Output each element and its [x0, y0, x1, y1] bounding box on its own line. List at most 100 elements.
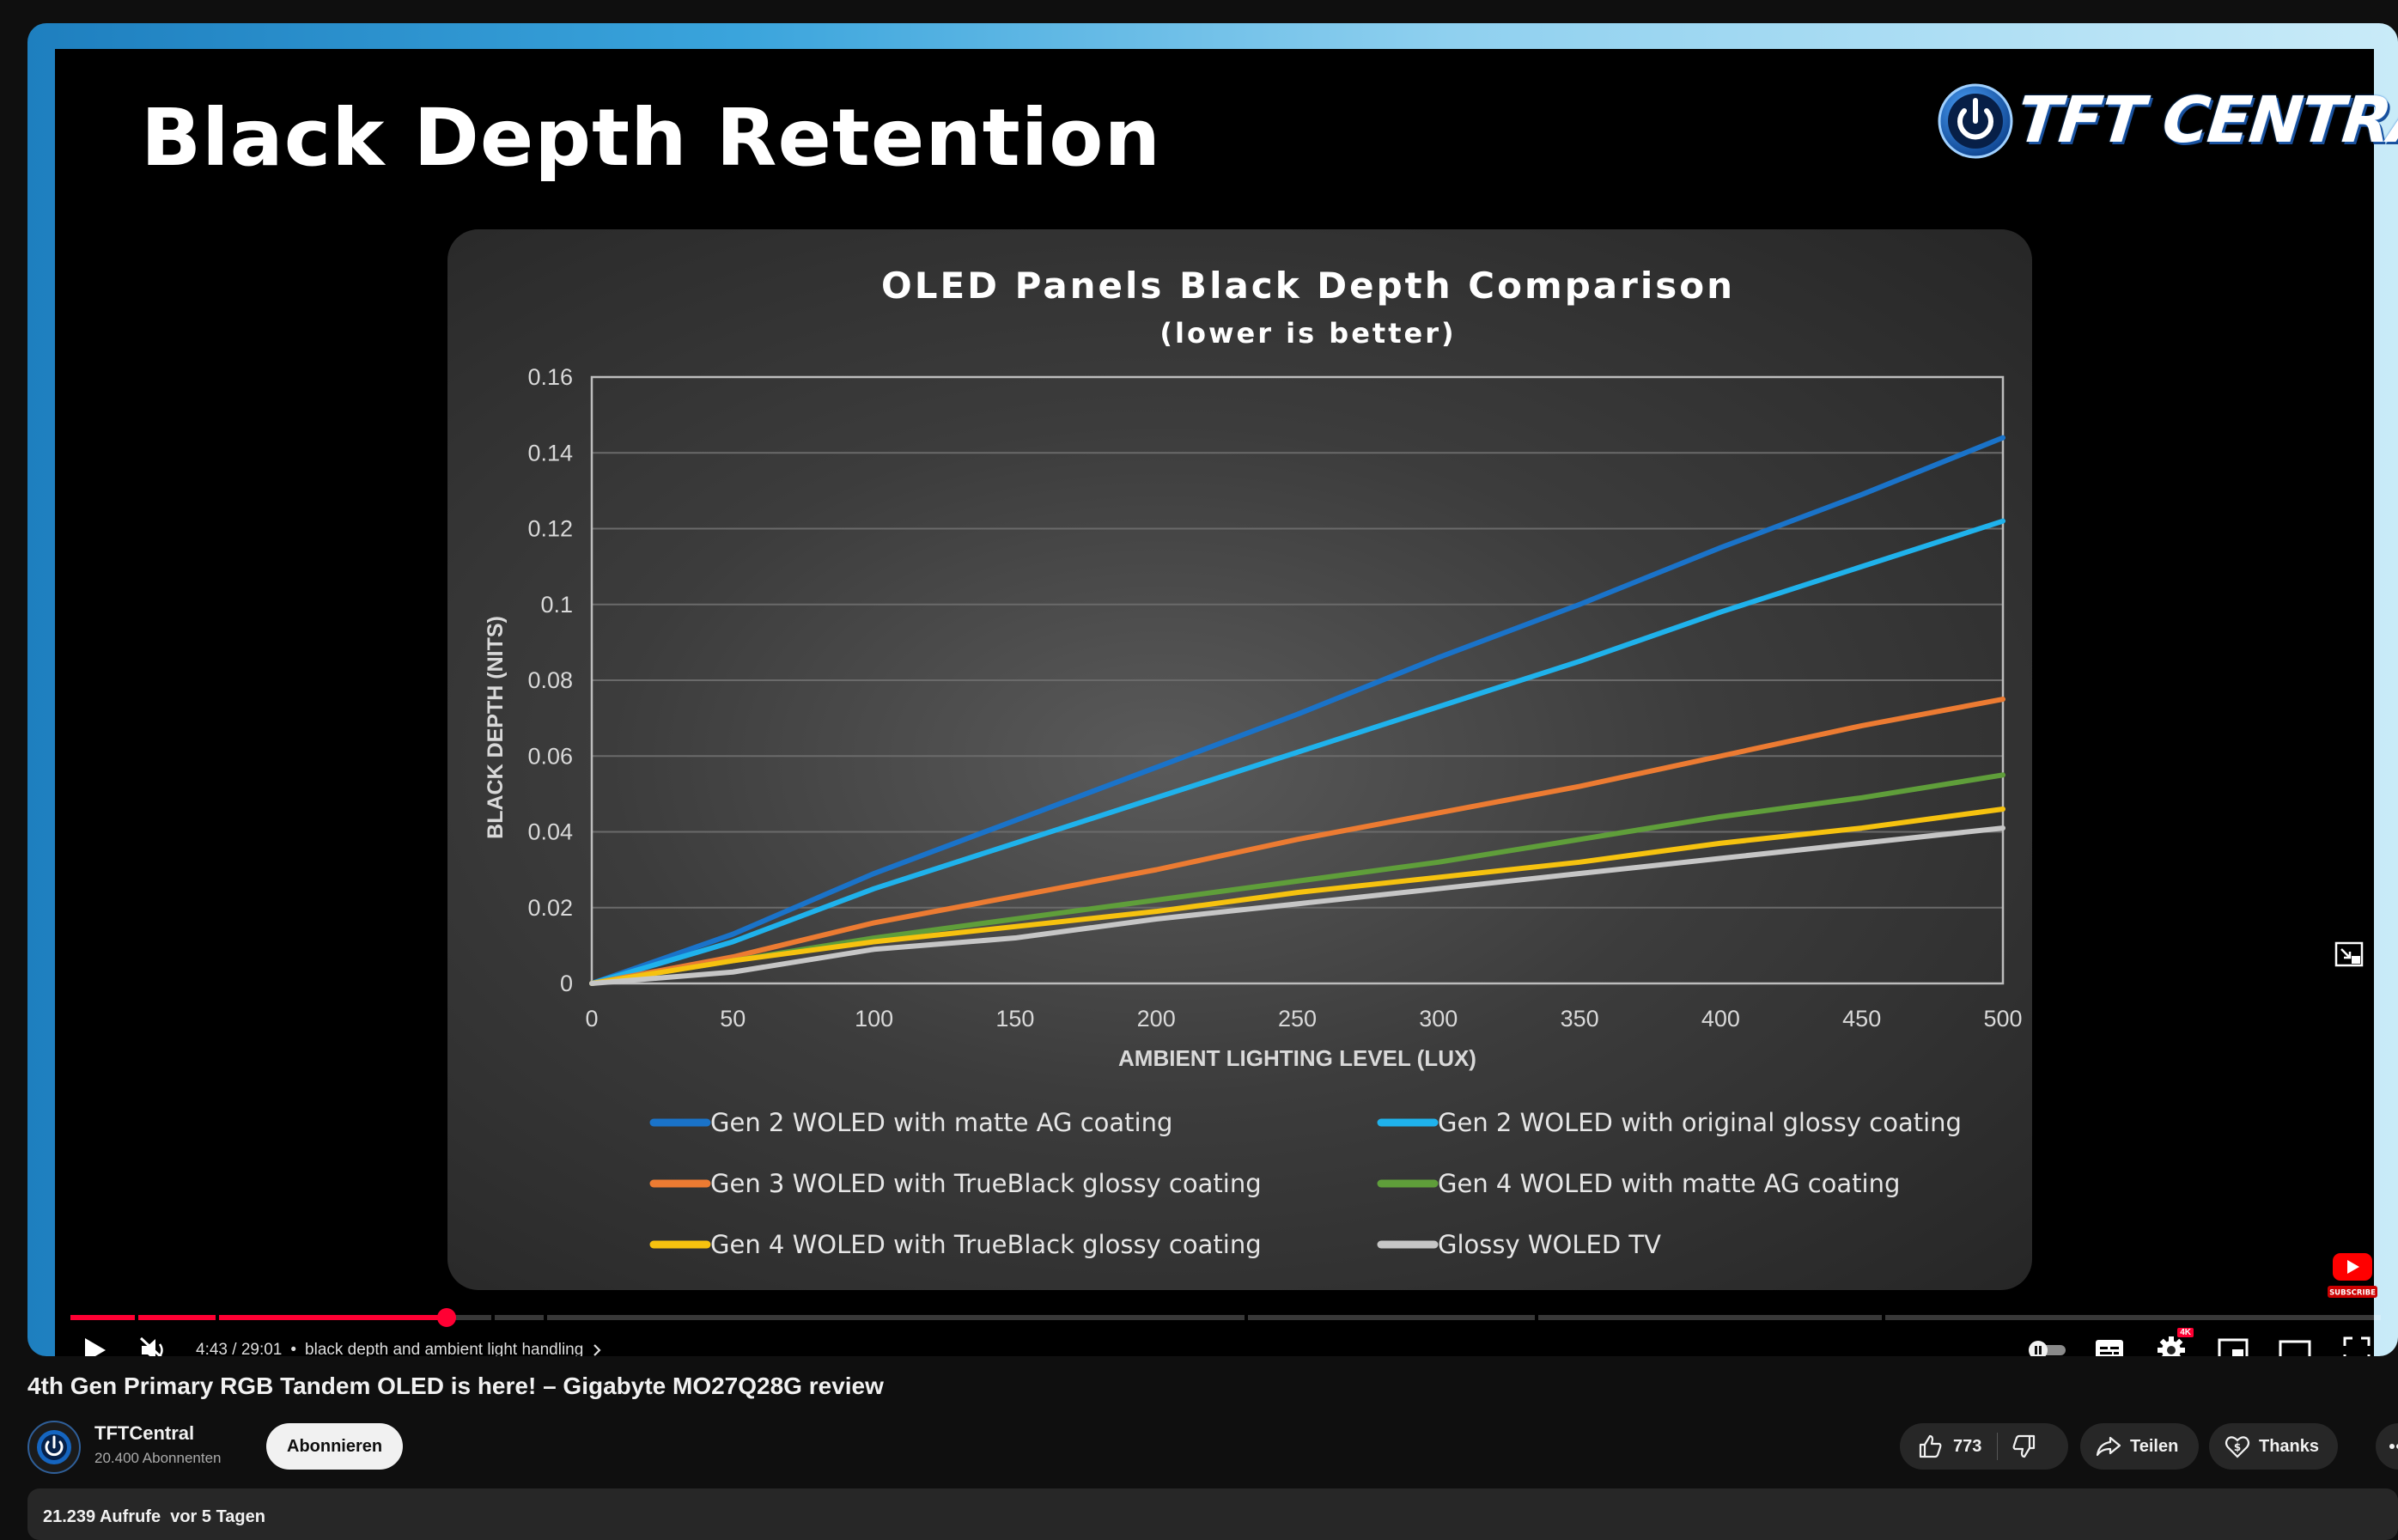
subscriber-count: 20.400 Abonnenten	[94, 1450, 222, 1466]
fullscreen-button[interactable]	[2333, 1326, 2381, 1356]
share-button[interactable]: Teilen	[2080, 1423, 2200, 1470]
x-tick-label: 150	[995, 1006, 1034, 1032]
player-controls: 4:43 / 29:01 • black depth and ambient l…	[70, 1324, 2381, 1356]
video-frame: Black Depth Retention TFT CENTRAL OLED P…	[55, 49, 2398, 1356]
thumbs-down-icon	[2012, 1434, 2036, 1458]
plot-area-border	[590, 375, 2005, 985]
black-depth-chart: OLED Panels Black Depth Comparison (lower…	[484, 265, 2023, 1259]
video-title: 4th Gen Primary RGB Tandem OLED is here!…	[27, 1373, 884, 1399]
share-icon	[2096, 1436, 2121, 1457]
thanks-heart-icon: $	[2225, 1436, 2250, 1458]
subscribe-button[interactable]: Abonnieren	[266, 1423, 404, 1470]
more-icon	[2389, 1444, 2398, 1449]
y-tick-label: 0.06	[527, 743, 573, 769]
like-button[interactable]: 773	[1900, 1423, 1981, 1470]
like-count: 773	[1953, 1436, 1982, 1456]
miniplayer-control-button[interactable]	[2209, 1326, 2257, 1356]
chapter-title: black depth and ambient light handling	[305, 1341, 584, 1356]
tftcentral-logo: TFT CENTRAL	[1936, 75, 2398, 169]
picture-in-picture-icon	[2218, 1338, 2249, 1356]
x-tick-label: 0	[585, 1006, 598, 1032]
volume-muted-icon	[139, 1336, 163, 1356]
x-tick-label: 100	[855, 1006, 893, 1032]
x-tick-label: 50	[720, 1006, 746, 1032]
video-player[interactable]: Black Depth Retention TFT CENTRAL OLED P…	[27, 23, 2398, 1356]
progress-scrubber[interactable]	[436, 1308, 456, 1327]
y-axis-label: BLACK DEPTH (NITS)	[484, 616, 508, 839]
autoplay-icon	[2029, 1341, 2066, 1356]
legend-label: Gen 2 WOLED with original glossy coating	[1438, 1108, 1962, 1137]
thanks-button[interactable]: $ Thanks	[2209, 1423, 2339, 1470]
x-tick-label: 250	[1278, 1006, 1317, 1032]
description-box[interactable]: 21.239 Aufrufe vor 5 Tagen	[27, 1488, 2398, 1540]
legend-label: Glossy WOLED TV	[1438, 1230, 1661, 1259]
divider	[1997, 1433, 1999, 1460]
autoplay-toggle[interactable]	[2024, 1326, 2072, 1356]
miniplayer-icon	[2334, 941, 2364, 967]
chart-panel: OLED Panels Black Depth Comparison (lower…	[447, 229, 2032, 1290]
logo-text: TFT CENTRAL	[2013, 83, 2398, 157]
gear-icon	[2158, 1336, 2185, 1356]
y-tick-label: 0.04	[527, 819, 573, 845]
chapter-marker	[135, 1315, 139, 1320]
series-line	[589, 825, 2005, 986]
legend-label: Gen 4 WOLED with TrueBlack glossy coatin…	[710, 1230, 1262, 1259]
upload-age: vor 5 Tagen	[170, 1507, 265, 1526]
y-tick-label: 0.02	[527, 895, 573, 921]
theater-mode-icon	[2279, 1340, 2311, 1356]
y-tick-label: 0	[560, 971, 573, 996]
series-line	[589, 435, 2005, 986]
x-tick-label: 400	[1701, 1006, 1740, 1032]
x-tick-label: 450	[1842, 1006, 1881, 1032]
progress-bar[interactable]	[70, 1308, 2381, 1327]
progress-fill	[70, 1315, 447, 1320]
settings-button[interactable]: 4K	[2147, 1326, 2195, 1356]
chapter-marker	[544, 1315, 548, 1320]
slide-title: Black Depth Retention	[141, 92, 1161, 184]
y-tick-label: 0.1	[540, 592, 573, 618]
dislike-button[interactable]	[1998, 1423, 2037, 1470]
more-actions-button[interactable]	[2376, 1423, 2398, 1470]
chapter-marker	[490, 1315, 495, 1320]
subscribe-watermark[interactable]: SUBSCRIBE	[2326, 1251, 2379, 1301]
miniplayer-button[interactable]	[2324, 929, 2374, 979]
x-tick-label: 300	[1419, 1006, 1458, 1032]
mute-button[interactable]	[131, 1326, 179, 1356]
y-tick-label: 0.14	[527, 440, 573, 466]
chapter-button[interactable]: • black depth and ambient light handling	[290, 1341, 604, 1356]
thanks-label: Thanks	[2259, 1436, 2320, 1456]
chapter-marker	[1244, 1315, 1248, 1320]
subtitles-button[interactable]	[2085, 1326, 2133, 1356]
x-tick-label: 350	[1561, 1006, 1599, 1032]
series-line	[589, 697, 2005, 986]
series-line	[589, 518, 2005, 986]
legend-label: Gen 3 WOLED with TrueBlack glossy coatin…	[710, 1169, 1262, 1198]
thumbs-up-icon	[1919, 1434, 1942, 1458]
channel-avatar[interactable]	[27, 1421, 81, 1474]
series-line	[589, 807, 2005, 986]
share-label: Teilen	[2130, 1436, 2179, 1456]
like-dislike-group: 773	[1900, 1423, 2068, 1470]
x-tick-label: 500	[1983, 1006, 2022, 1032]
youtube-icon: SUBSCRIBE	[2328, 1253, 2377, 1298]
chapter-marker	[1535, 1315, 1539, 1320]
legend-label: Gen 4 WOLED with matte AG coating	[1438, 1169, 1900, 1198]
svg-text:$: $	[2234, 1441, 2241, 1453]
chapter-marker	[216, 1315, 220, 1320]
chapter-separator: •	[290, 1341, 297, 1356]
chart-subtitle: (lower is better)	[1159, 317, 1456, 350]
chevron-right-icon	[593, 1344, 601, 1356]
y-tick-label: 0.12	[527, 516, 573, 542]
theater-mode-button[interactable]	[2271, 1326, 2319, 1356]
video-meta: 21.239 Aufrufe vor 5 Tagen	[43, 1507, 265, 1527]
power-icon	[1938, 83, 2013, 159]
hd-badge: 4K	[2177, 1328, 2194, 1337]
channel-name[interactable]: TFTCentral	[94, 1422, 195, 1444]
x-tick-label: 200	[1137, 1006, 1176, 1032]
subtitles-icon	[2096, 1340, 2123, 1356]
play-button[interactable]	[70, 1326, 119, 1356]
chart-title: OLED Panels Black Depth Comparison	[881, 265, 1735, 307]
legend-label: Gen 2 WOLED with matte AG coating	[710, 1108, 1172, 1137]
fullscreen-icon	[2343, 1336, 2371, 1356]
right-controls: 4K	[2010, 1324, 2381, 1356]
